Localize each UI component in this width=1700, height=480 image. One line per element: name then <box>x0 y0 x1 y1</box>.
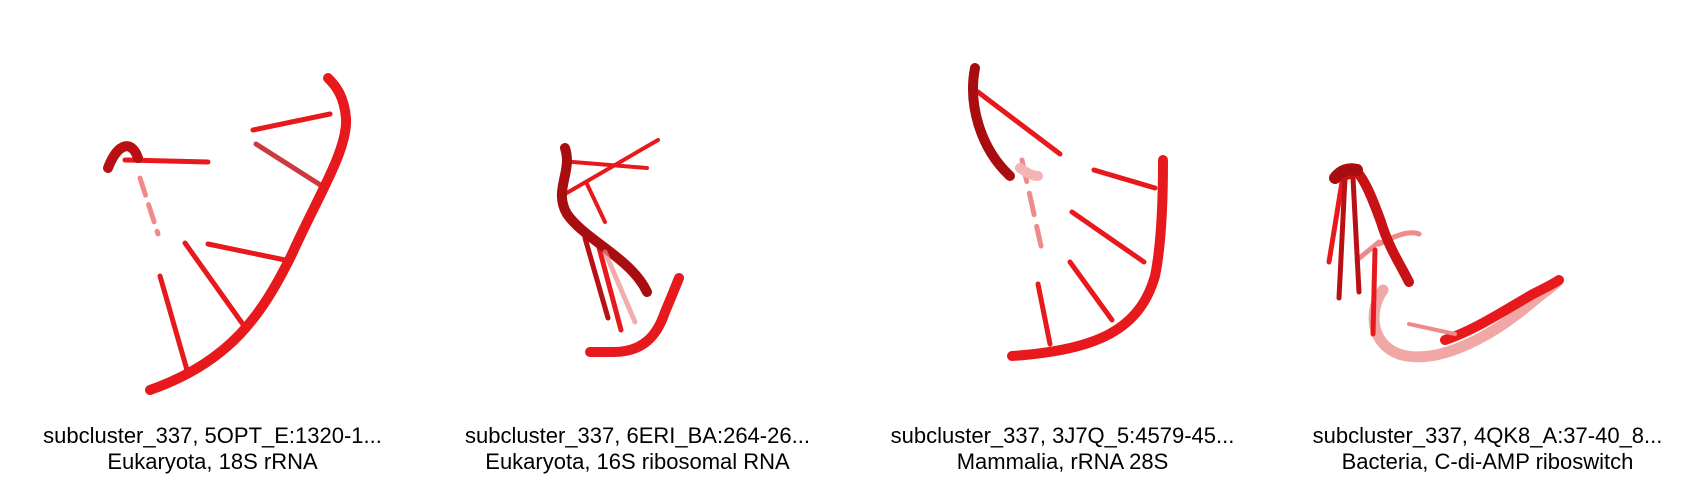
base-pair-line <box>1407 322 1457 336</box>
structure-panel-1: subcluster_337, 5OPT_E:1320-1... Eukaryo… <box>0 0 425 480</box>
rna-backbone <box>968 63 1015 181</box>
base-pair-line <box>1091 167 1158 191</box>
structure-panel-3: subcluster_337, 3J7Q_5:4579-45... Mammal… <box>850 0 1275 480</box>
base-pair-line <box>1354 239 1382 263</box>
base-pair-line <box>1370 247 1378 337</box>
rna-backbone <box>557 143 652 297</box>
base-pair-line <box>1336 175 1348 301</box>
base-pair-line <box>602 249 638 325</box>
panel-title: subcluster_337, 3J7Q_5:4579-45... <box>890 423 1235 448</box>
panel-subtitle: Mammalia, rRNA 28S <box>956 449 1169 474</box>
panel-title: subcluster_337, 4QK8_A:37-40_8... <box>1312 423 1663 448</box>
base-pair-line <box>1350 175 1362 295</box>
base-pair-line <box>585 182 607 224</box>
rna-backbone <box>1330 166 1414 287</box>
base-pair-line <box>1376 230 1422 247</box>
rna-structure-4 <box>1326 163 1564 363</box>
base-pair-line <box>253 141 325 189</box>
panel-subtitle: Eukaryota, 16S ribosomal RNA <box>485 449 790 474</box>
structure-panel-4: subcluster_337, 4QK8_A:37-40_8... Bacter… <box>1275 0 1700 480</box>
rna-backbone <box>1440 275 1564 345</box>
base-pair-line <box>1067 259 1115 323</box>
base-pair-line <box>1326 173 1346 265</box>
base-pair-line <box>563 138 660 196</box>
panel-subtitle: Bacteria, C-di-AMP riboswitch <box>1341 449 1634 474</box>
rna-backbone <box>145 73 352 395</box>
base-pair-line <box>137 175 161 237</box>
rna-structure-1 <box>103 73 352 395</box>
base-pair-line <box>205 241 293 264</box>
base-pair-line <box>1069 209 1147 265</box>
rna-backbone <box>103 141 143 173</box>
base-pair-line <box>975 89 1063 157</box>
panel-title: subcluster_337, 5OPT_E:1320-1... <box>43 423 382 448</box>
base-pair-line <box>582 235 611 321</box>
rna-structure-2 <box>557 138 684 357</box>
base-pair-line <box>182 240 250 333</box>
structure-panel-2: subcluster_337, 6ERI_BA:264-26... Eukary… <box>425 0 850 480</box>
rna-backbone <box>1329 163 1363 184</box>
base-pair-line <box>594 237 624 333</box>
rna-backbone <box>1007 155 1168 361</box>
panel-title: subcluster_337, 6ERI_BA:264-26... <box>465 423 810 448</box>
rna-structure-3 <box>968 63 1168 361</box>
base-pair-line <box>157 273 190 373</box>
rna-backbone <box>1015 163 1043 181</box>
base-pair-line <box>571 160 649 170</box>
panel-subtitle: Eukaryota, 18S rRNA <box>107 449 318 474</box>
base-pair-line <box>1035 281 1053 347</box>
rna-backbone <box>608 273 684 357</box>
base-pair-line <box>250 111 333 133</box>
